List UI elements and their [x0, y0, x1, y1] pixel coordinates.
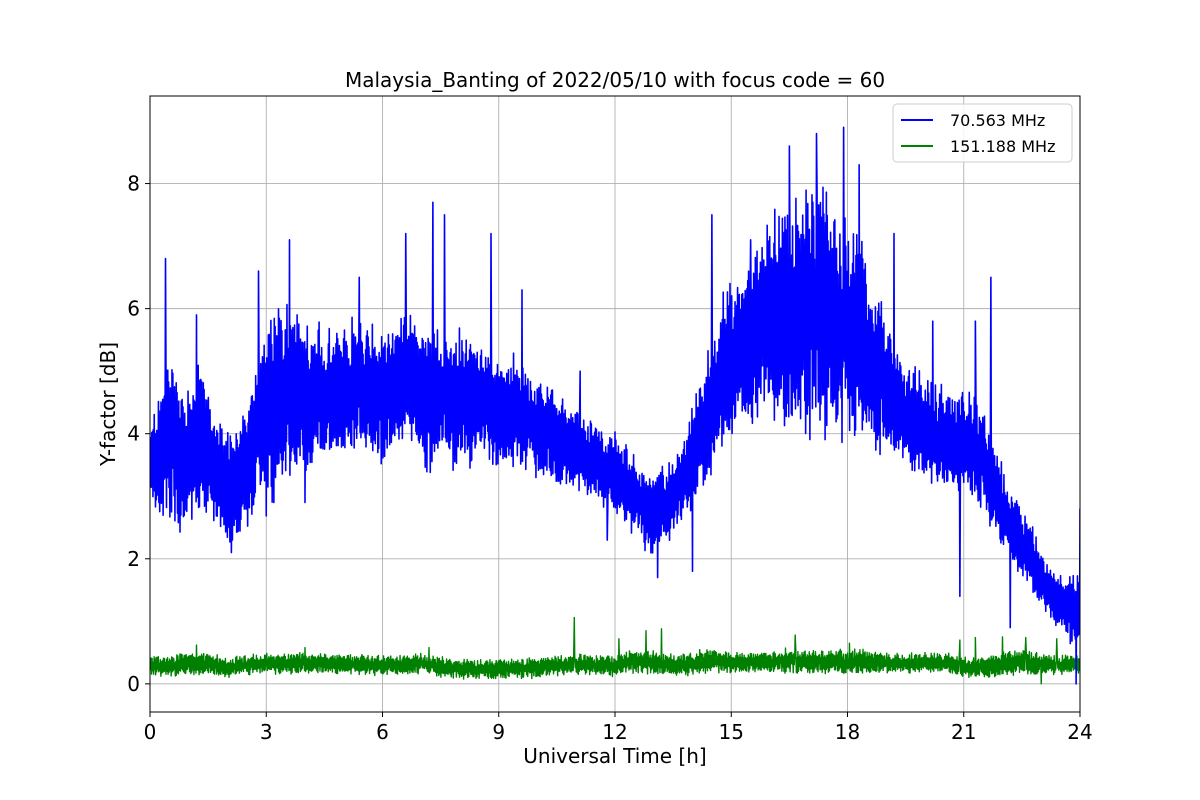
legend-label: 70.563 MHz — [950, 111, 1045, 130]
legend-label: 151.188 MHz — [950, 137, 1055, 156]
y-tick-label: 8 — [127, 172, 140, 196]
y-tick-label: 2 — [127, 547, 140, 571]
x-axis-label: Universal Time [h] — [523, 744, 706, 768]
x-tick-label: 18 — [835, 720, 860, 744]
y-tick-label: 6 — [127, 297, 140, 321]
x-tick-label: 6 — [376, 720, 389, 744]
x-tick-label: 0 — [144, 720, 157, 744]
x-tick-label: 24 — [1067, 720, 1092, 744]
series-line-151-188-mhz — [150, 616, 1080, 685]
chart-title: Malaysia_Banting of 2022/05/10 with focu… — [345, 68, 885, 92]
x-tick-label: 3 — [260, 720, 273, 744]
legend: 70.563 MHz 151.188 MHz — [892, 103, 1073, 163]
legend-box — [892, 103, 1073, 163]
series-line-70-563-mhz — [150, 126, 1080, 685]
x-tick-label: 9 — [492, 720, 505, 744]
x-tick-label: 21 — [951, 720, 976, 744]
y-tick-label: 0 — [127, 672, 140, 696]
x-tick-label: 12 — [602, 720, 627, 744]
y-tick-label: 4 — [127, 422, 140, 446]
x-tick-label: 15 — [719, 720, 744, 744]
series-layer — [150, 126, 1080, 685]
y-axis-label: Y-factor [dB] — [96, 342, 120, 467]
